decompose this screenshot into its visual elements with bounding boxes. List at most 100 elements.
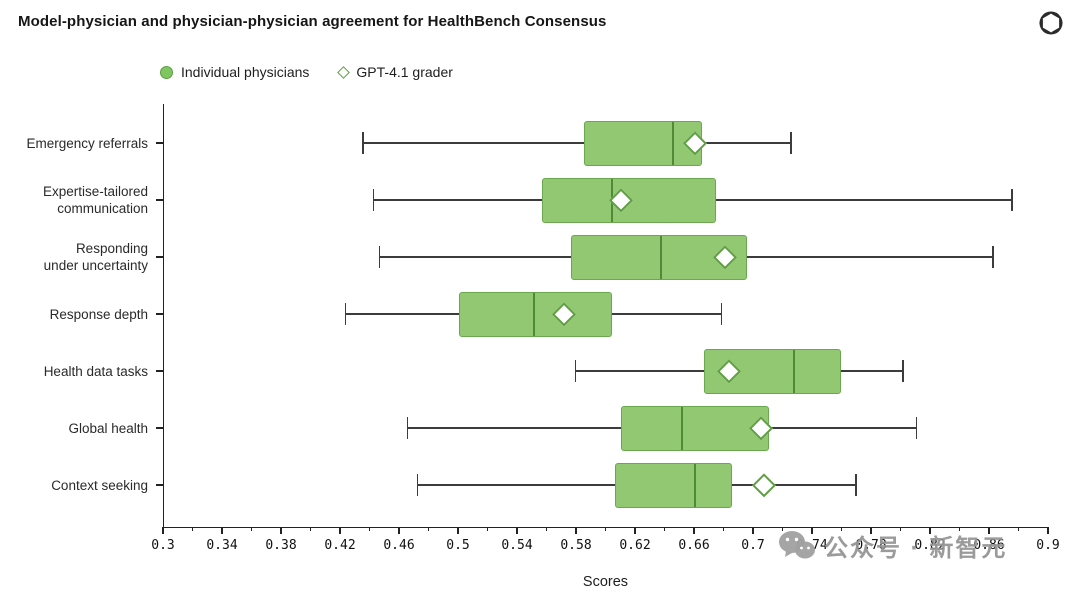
whisker-cap <box>344 303 347 325</box>
whisker-cap <box>416 474 419 496</box>
y-tick-mark <box>156 427 163 429</box>
chart-title: Model-physician and physician-physician … <box>18 13 607 30</box>
x-tick-mark <box>339 527 341 534</box>
x-tick-label: 0.46 <box>383 538 415 553</box>
x-minor-tick-mark <box>1017 527 1020 531</box>
median-line <box>671 121 674 165</box>
y-tick-mark <box>156 256 163 258</box>
x-minor-tick-mark <box>663 527 666 531</box>
boxplot-box <box>459 291 613 337</box>
x-tick-mark <box>988 527 990 534</box>
whisker-cap <box>902 360 904 382</box>
x-minor-tick-mark <box>427 527 430 531</box>
whisker-cap <box>992 246 994 268</box>
x-minor-tick-mark <box>191 527 194 531</box>
x-minor-tick-mark <box>604 527 607 531</box>
green-circle-marker-icon <box>160 65 173 79</box>
x-minor-tick-mark <box>486 527 489 531</box>
whisker-cap <box>1011 189 1013 211</box>
y-tick-mark <box>156 142 163 144</box>
category-label: Response depth <box>49 306 148 322</box>
x-minor-tick-mark <box>840 527 843 531</box>
category-label: Context seeking <box>51 477 148 493</box>
x-tick-mark <box>693 527 695 534</box>
x-tick-mark <box>457 527 459 534</box>
x-tick-mark <box>929 527 931 534</box>
x-tick-label: 0.34 <box>206 538 238 553</box>
x-tick-label: 0.66 <box>678 538 710 553</box>
x-minor-tick-mark <box>250 527 253 531</box>
median-line <box>680 406 683 450</box>
x-tick-label: 0.42 <box>324 538 356 553</box>
whisker-cap <box>378 246 381 268</box>
legend-item-gpt41-grader: GPT-4.1 grader <box>337 64 453 80</box>
x-tick-mark <box>280 527 282 534</box>
x-tick-label: 0.54 <box>501 538 533 553</box>
whisker-cap <box>406 417 409 439</box>
x-tick-mark <box>221 527 223 534</box>
x-tick-label: 0.74 <box>796 538 828 553</box>
diamond-marker-icon <box>337 65 351 79</box>
x-tick-label: 0.9 <box>1036 538 1060 553</box>
category-label: Responding under uncertainty <box>43 241 148 273</box>
x-tick-label: 0.3 <box>151 538 175 553</box>
whisker-cap <box>372 189 375 211</box>
x-minor-tick-mark <box>368 527 371 531</box>
x-tick-label: 0.86 <box>973 538 1005 553</box>
boxplot-box <box>615 462 732 508</box>
x-tick-label: 0.78 <box>855 538 887 553</box>
x-minor-tick-mark <box>899 527 902 531</box>
openai-logo-icon <box>1039 11 1063 35</box>
boxplot-box <box>621 405 769 451</box>
whisker-cap <box>855 474 857 496</box>
y-tick-mark <box>156 484 163 486</box>
legend-item-individual-physicians: Individual physicians <box>160 64 309 80</box>
x-tick-mark <box>870 527 872 534</box>
x-tick-mark <box>1047 527 1049 534</box>
legend-label: GPT-4.1 grader <box>356 64 453 80</box>
x-tick-mark <box>811 527 813 534</box>
x-tick-label: 0.62 <box>619 538 651 553</box>
category-label: Expertise-tailored communication <box>42 184 148 216</box>
category-label: Emergency referrals <box>26 135 148 151</box>
legend-label: Individual physicians <box>181 64 310 80</box>
whisker-cap <box>790 132 792 154</box>
y-tick-mark <box>156 199 163 201</box>
x-tick-mark <box>516 527 518 534</box>
x-tick-mark <box>162 527 164 534</box>
x-tick-mark <box>398 527 400 534</box>
x-tick-label: 0.82 <box>914 538 946 553</box>
whisker-cap <box>362 132 364 154</box>
category-label: Health data tasks <box>43 363 148 379</box>
whisker-line <box>363 142 791 144</box>
legend: Individual physicians GPT-4.1 grader <box>160 64 453 80</box>
x-tick-label: 0.38 <box>265 538 297 553</box>
x-axis-title: Scores <box>582 574 629 590</box>
whisker-cap <box>915 417 917 439</box>
whisker-cap <box>574 360 577 382</box>
median-line <box>660 235 663 279</box>
x-minor-tick-mark <box>781 527 784 531</box>
y-tick-mark <box>156 313 163 315</box>
x-tick-mark <box>634 527 636 534</box>
boxplot-box <box>584 120 703 166</box>
category-label: Global health <box>68 420 148 436</box>
x-tick-mark <box>752 527 754 534</box>
boxplot-box <box>703 348 842 394</box>
grader-diamond-marker <box>752 473 776 497</box>
x-tick-label: 0.7 <box>741 538 765 553</box>
x-minor-tick-mark <box>545 527 548 531</box>
plot-area <box>163 104 1049 528</box>
x-tick-mark <box>575 527 577 534</box>
median-line <box>533 292 536 336</box>
y-tick-mark <box>156 370 163 372</box>
x-minor-tick-mark <box>958 527 961 531</box>
x-minor-tick-mark <box>309 527 312 531</box>
median-line <box>792 349 795 393</box>
x-tick-label: 0.5 <box>446 538 470 553</box>
x-tick-label: 0.58 <box>560 538 592 553</box>
median-line <box>694 463 696 507</box>
whisker-cap <box>720 303 723 325</box>
x-minor-tick-mark <box>722 527 725 531</box>
